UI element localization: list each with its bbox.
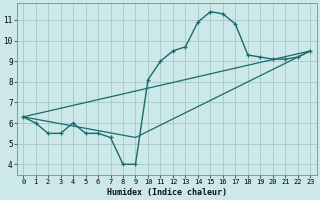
X-axis label: Humidex (Indice chaleur): Humidex (Indice chaleur) [107,188,227,197]
